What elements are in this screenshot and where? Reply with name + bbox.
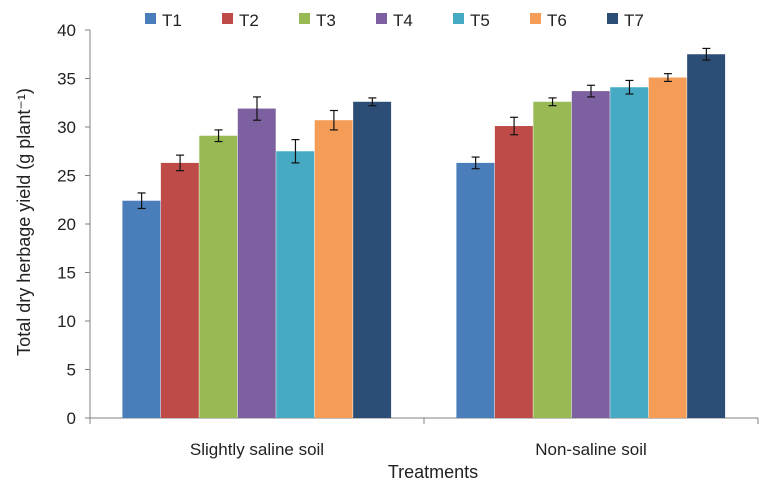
legend-label-t7: T7 [624, 11, 644, 30]
legend-swatch-t3 [299, 13, 310, 24]
legend-swatch-t5 [453, 13, 464, 24]
legend: T1 T2 T3 T4 T5 T6 T7 [145, 11, 644, 30]
bar-t2-1 [160, 162, 199, 418]
bar-t6-2 [648, 77, 687, 418]
y-tick-label: 5 [67, 361, 76, 380]
y-tick-label: 40 [57, 21, 76, 40]
x-axis: Slightly saline soil Non-saline soil [89, 417, 759, 459]
legend-swatch-t4 [376, 13, 387, 24]
x-axis-title: Treatments [388, 462, 478, 482]
y-tick-label: 30 [57, 118, 76, 137]
x-category-label: Non-saline soil [535, 440, 647, 459]
legend-label-t2: T2 [239, 11, 259, 30]
bar-t2-2 [494, 126, 533, 418]
legend-swatch-t7 [607, 13, 618, 24]
bar-t3-2 [533, 101, 572, 418]
bar-t6-1 [314, 120, 353, 419]
y-axis: 0 5 10 15 20 25 30 35 40 [57, 21, 91, 428]
y-tick-label: 25 [57, 167, 76, 186]
legend-swatch-t1 [145, 13, 156, 24]
bar-t1-1 [122, 200, 161, 418]
bar-t7-2 [687, 54, 726, 418]
y-tick-label: 0 [67, 409, 76, 428]
bar-t3-1 [199, 135, 238, 419]
y-tick-label: 20 [57, 215, 76, 234]
legend-label-t3: T3 [316, 11, 336, 30]
legend-label-t1: T1 [162, 11, 182, 30]
y-tick-label: 35 [57, 70, 76, 89]
legend-swatch-t6 [530, 13, 541, 24]
bar-t4-1 [237, 108, 276, 418]
legend-label-t6: T6 [547, 11, 567, 30]
x-category-label: Slightly saline soil [190, 440, 324, 459]
y-axis-title: Total dry herbage yield (g plant⁻¹) [14, 88, 34, 356]
legend-label-t5: T5 [470, 11, 490, 30]
bar-t5-1 [276, 151, 315, 418]
legend-swatch-t2 [222, 13, 233, 24]
legend-label-t4: T4 [393, 11, 413, 30]
bar-t7-1 [353, 101, 392, 418]
bars [122, 47, 726, 419]
bar-t4-2 [571, 91, 610, 419]
y-tick-label: 10 [57, 312, 76, 331]
bar-t1-2 [456, 162, 495, 418]
bar-t5-2 [610, 87, 649, 418]
y-tick-label: 15 [57, 264, 76, 283]
